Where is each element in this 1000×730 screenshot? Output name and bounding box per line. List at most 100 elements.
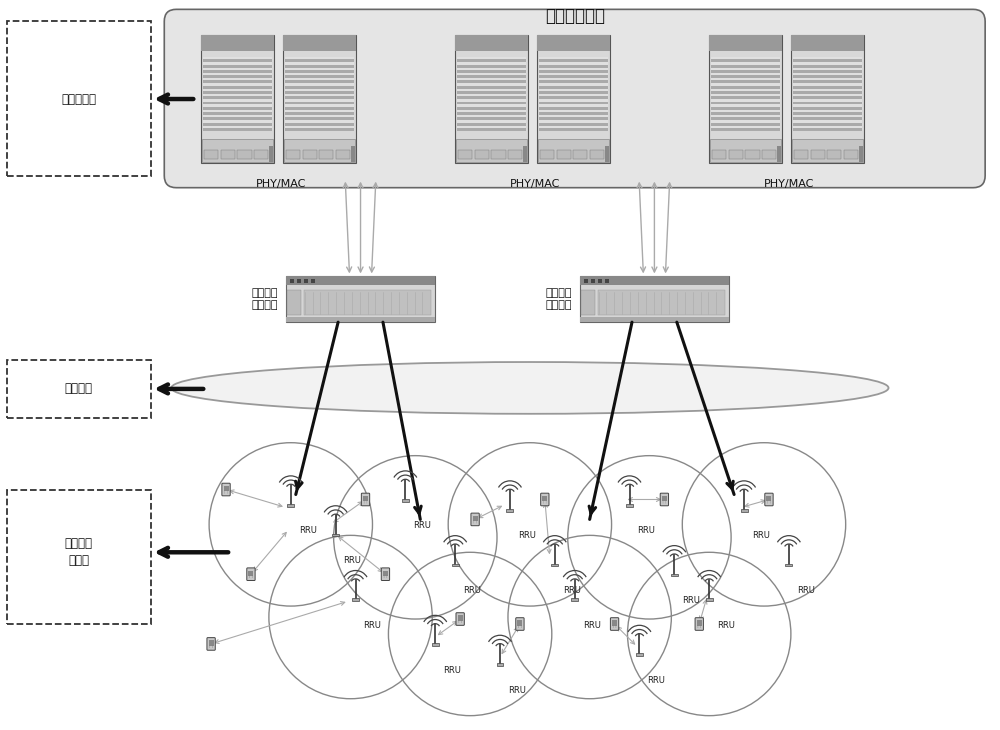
Bar	[539, 67, 608, 70]
Bar	[539, 62, 608, 64]
Bar	[203, 126, 272, 128]
Bar	[793, 120, 862, 123]
Bar	[7, 21, 151, 176]
Bar	[284, 139, 355, 162]
Bar	[711, 99, 780, 101]
Bar	[580, 277, 729, 285]
Bar	[203, 75, 272, 78]
Bar	[286, 277, 435, 322]
FancyBboxPatch shape	[222, 483, 230, 496]
Bar	[457, 115, 526, 118]
Bar	[457, 67, 526, 70]
Bar	[711, 112, 780, 115]
Bar	[432, 643, 439, 646]
Bar	[711, 57, 780, 59]
Bar	[539, 118, 608, 120]
Bar	[793, 110, 862, 112]
Bar	[539, 94, 608, 96]
Bar	[785, 564, 792, 566]
Bar	[285, 110, 354, 112]
Bar	[203, 80, 272, 83]
Bar	[285, 126, 354, 128]
Bar	[626, 504, 633, 507]
Bar	[811, 150, 825, 159]
Bar	[539, 101, 608, 104]
Bar	[254, 150, 268, 159]
Bar	[457, 70, 526, 73]
Bar	[475, 150, 489, 159]
Bar	[457, 59, 526, 62]
Bar	[304, 290, 431, 315]
Bar	[827, 150, 841, 159]
Bar	[793, 83, 862, 85]
Bar	[711, 85, 780, 88]
Bar	[457, 96, 526, 99]
Text: PHY/MAC: PHY/MAC	[764, 179, 814, 189]
FancyBboxPatch shape	[610, 618, 619, 630]
Bar	[287, 290, 301, 315]
Bar	[285, 96, 354, 99]
Bar	[303, 150, 317, 159]
FancyBboxPatch shape	[541, 493, 549, 506]
Bar	[457, 118, 526, 120]
Bar	[539, 104, 608, 107]
Bar	[203, 128, 272, 131]
Bar	[598, 279, 602, 283]
Text: 负载均衡
高速交换: 负载均衡 高速交换	[545, 288, 572, 310]
Bar	[455, 35, 528, 50]
Text: RRU: RRU	[508, 685, 526, 695]
Bar	[793, 73, 862, 75]
Bar	[711, 104, 780, 107]
Bar	[794, 150, 808, 159]
Bar	[352, 599, 359, 602]
Text: RRU: RRU	[299, 526, 317, 535]
Bar	[457, 107, 526, 110]
Bar	[383, 571, 388, 576]
Bar	[457, 110, 526, 112]
Bar	[336, 150, 350, 159]
Text: RRU: RRU	[443, 666, 461, 675]
Bar	[539, 107, 608, 110]
FancyBboxPatch shape	[660, 493, 669, 506]
Bar	[285, 115, 354, 118]
Text: RRU: RRU	[647, 676, 665, 685]
FancyBboxPatch shape	[164, 9, 985, 188]
Bar	[286, 277, 435, 285]
Bar	[590, 150, 604, 159]
Bar	[285, 91, 354, 94]
Bar	[557, 150, 571, 159]
Bar	[539, 88, 608, 91]
Bar	[285, 101, 354, 104]
Bar	[537, 35, 610, 50]
Bar	[517, 620, 522, 626]
Bar	[539, 123, 608, 126]
Bar	[539, 91, 608, 94]
Bar	[286, 317, 435, 322]
Bar	[539, 75, 608, 78]
Bar	[711, 110, 780, 112]
Bar	[605, 147, 609, 162]
Bar	[539, 83, 608, 85]
Bar	[457, 128, 526, 131]
Bar	[711, 126, 780, 128]
Text: RRU: RRU	[413, 521, 431, 531]
Bar	[203, 70, 272, 73]
Bar	[285, 83, 354, 85]
Bar	[777, 147, 781, 162]
Bar	[711, 64, 780, 67]
Bar	[791, 35, 864, 163]
Bar	[283, 35, 356, 163]
Bar	[457, 57, 526, 59]
Bar	[457, 64, 526, 67]
Bar	[741, 509, 748, 512]
Bar	[539, 128, 608, 131]
Bar	[793, 104, 862, 107]
Bar	[711, 73, 780, 75]
Bar	[497, 663, 503, 666]
Bar	[793, 107, 862, 110]
Bar	[297, 279, 301, 283]
Bar	[203, 99, 272, 101]
Bar	[7, 360, 151, 418]
Ellipse shape	[171, 362, 889, 414]
Bar	[304, 279, 308, 283]
